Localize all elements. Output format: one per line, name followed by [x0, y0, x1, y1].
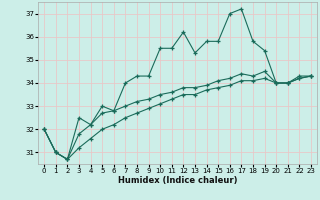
X-axis label: Humidex (Indice chaleur): Humidex (Indice chaleur) [118, 176, 237, 185]
